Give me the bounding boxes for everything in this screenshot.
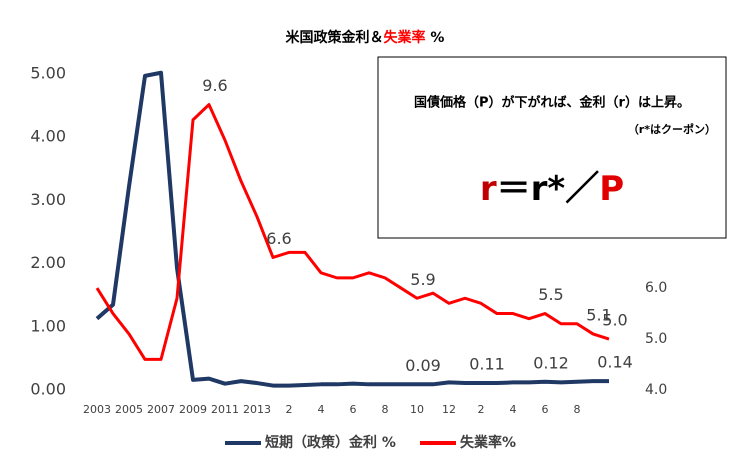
- legend-label: 短期（政策）金利 %: [265, 434, 396, 451]
- x-tick-label: 10: [410, 403, 424, 416]
- y-tick-label: 2.00: [30, 253, 66, 272]
- data-label: 0.11: [469, 355, 505, 374]
- x-tick-label: 2007: [147, 403, 175, 416]
- chart-title: 米国政策金利＆失業率 %: [286, 29, 445, 46]
- x-tick-label: 2005: [115, 403, 143, 416]
- x-tick-label: 2003: [83, 403, 111, 416]
- formula-part: ＝r*／: [497, 169, 600, 209]
- data-label: 0.09: [405, 356, 441, 375]
- data-label: 0.12: [533, 353, 569, 372]
- data-label: 5.5: [538, 285, 563, 304]
- x-tick-label: 4: [318, 403, 325, 416]
- series-line: [95, 103, 610, 361]
- formula: r＝r*／P: [480, 169, 624, 209]
- plot: 0.00 1.00 2.00 3.00 4.00 5.00 4.0 5.0 6.0 2003 200…: [30, 64, 667, 452]
- series-line: [95, 70, 609, 388]
- data-label: 9.6: [202, 76, 227, 95]
- y2-tick-label: 4.0: [645, 382, 667, 398]
- x-tick-label: 4: [510, 403, 517, 416]
- x-tick-label: 2009: [179, 403, 207, 416]
- x-tick-label: 12: [442, 403, 456, 416]
- y-tick-label: 0.00: [30, 380, 66, 399]
- x-tick-label: 8: [382, 403, 389, 416]
- note-line: 国債価格（P）が下がれば、金利（r）は上昇。: [414, 95, 690, 111]
- x-tick-label: 6: [350, 403, 357, 416]
- title-part: 失業率: [384, 29, 426, 46]
- y2-tick-label: 6.0: [645, 280, 667, 296]
- y-tick-label: 3.00: [30, 190, 66, 209]
- data-label: 5.1: [586, 305, 611, 324]
- y-tick-label: 4.00: [30, 127, 66, 146]
- legend-label: 失業率%: [460, 434, 516, 451]
- formula-part: r: [480, 169, 497, 209]
- x-tick-label: 2011: [211, 403, 239, 416]
- title-part: 米国政策金利＆: [286, 29, 384, 46]
- formula-part: P: [599, 169, 624, 209]
- title-part: %: [426, 30, 445, 46]
- x-tick-label: 8: [574, 403, 581, 416]
- note-line: （r*はクーポン）: [628, 122, 716, 136]
- y2-tick-label: 5.0: [645, 331, 667, 347]
- x-tick-label: 6: [542, 403, 549, 416]
- x-tick-label: 2: [478, 403, 485, 416]
- note-box: [377, 56, 727, 239]
- data-label: 0.14: [597, 353, 633, 372]
- data-label: 6.6: [266, 229, 291, 248]
- data-label: 5.0: [602, 311, 627, 330]
- x-tick-label: 2: [286, 403, 293, 416]
- x-tick-label: 2013: [243, 403, 271, 416]
- y-tick-label: 1.00: [30, 316, 66, 335]
- data-label: 5.9: [410, 270, 435, 289]
- y-tick-label: 5.00: [30, 64, 66, 83]
